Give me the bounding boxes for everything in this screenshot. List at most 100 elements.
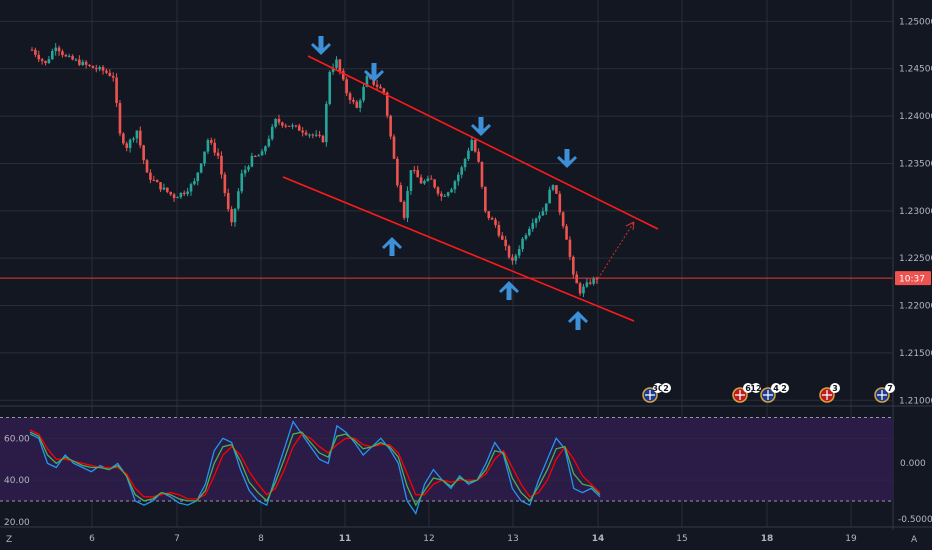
time-tick-label: 6 bbox=[89, 534, 95, 544]
candle-body bbox=[507, 246, 511, 258]
candle-body bbox=[237, 191, 240, 209]
candle-body bbox=[473, 139, 477, 152]
candle-body bbox=[169, 191, 173, 195]
price-tick-label: 1.23000 bbox=[899, 207, 932, 217]
main-panel bbox=[0, 0, 893, 405]
flag-cross-icon bbox=[735, 390, 745, 400]
arrow-down-shape bbox=[311, 36, 331, 55]
arrow-down-shape bbox=[557, 149, 577, 168]
candle-body bbox=[585, 282, 589, 287]
candle-body bbox=[402, 201, 406, 218]
candle-body bbox=[514, 255, 518, 261]
arrow-down-shape bbox=[364, 63, 384, 82]
candle-body bbox=[301, 130, 304, 133]
candle-body bbox=[375, 84, 379, 87]
candle-body bbox=[500, 235, 504, 240]
oscillator-grid bbox=[0, 437, 893, 481]
event-count-2: 12 bbox=[750, 384, 761, 393]
candle-body bbox=[101, 67, 105, 71]
candle-body bbox=[443, 195, 447, 197]
candle-body bbox=[426, 178, 430, 182]
candle-body bbox=[413, 170, 416, 172]
time-tick-label: 7 bbox=[174, 534, 180, 544]
candle-body bbox=[270, 126, 274, 139]
flag-cross-icon bbox=[822, 390, 832, 400]
event-count-badge bbox=[885, 383, 895, 393]
candle-body bbox=[145, 160, 149, 173]
candle-body bbox=[355, 101, 359, 108]
osc-right-label-zero: 0.000 bbox=[900, 459, 926, 469]
candle-body bbox=[260, 151, 264, 156]
event-icon-uk[interactable]: 30 2 bbox=[642, 383, 671, 403]
candle-body bbox=[379, 86, 382, 89]
candle-body bbox=[504, 239, 507, 247]
candle-body bbox=[531, 223, 535, 229]
osc-tick-label: 20.00 bbox=[4, 518, 30, 528]
arrow-up-shape bbox=[382, 237, 402, 256]
arrow-up-icon bbox=[382, 237, 402, 256]
candle-body bbox=[365, 76, 369, 87]
time-axis: 6 7 8 11 12 13 14 15 18 19 bbox=[89, 534, 857, 544]
candle-body bbox=[47, 59, 51, 64]
projection-arrow-head bbox=[625, 221, 635, 231]
arrow-up-icon bbox=[499, 281, 519, 300]
candle-body bbox=[179, 192, 183, 198]
event-icon-uk[interactable]: 7 bbox=[874, 383, 895, 403]
candle-body bbox=[155, 180, 159, 183]
candle-body bbox=[565, 226, 568, 240]
event-icon-us[interactable]: 6 12 bbox=[732, 383, 762, 403]
candle-body bbox=[152, 179, 156, 181]
time-tick-label: 19 bbox=[845, 534, 857, 544]
lower-channel-line[interactable] bbox=[282, 176, 635, 322]
upper-channel-line[interactable] bbox=[307, 55, 659, 230]
candle-body bbox=[267, 138, 271, 147]
candle-body bbox=[257, 155, 260, 157]
candle-body bbox=[382, 88, 386, 93]
annotation-arrows bbox=[311, 36, 588, 330]
candle-body bbox=[467, 150, 470, 159]
candle-body bbox=[281, 122, 284, 126]
candle-body bbox=[226, 192, 230, 210]
candle-body bbox=[142, 145, 145, 161]
time-tick-label: 18 bbox=[761, 534, 774, 544]
arrow-down-icon bbox=[557, 149, 577, 168]
event-count: 6 bbox=[745, 384, 751, 393]
candle-body bbox=[541, 211, 545, 216]
candle-body bbox=[189, 184, 193, 192]
event-icon-us[interactable]: 3 bbox=[819, 383, 840, 403]
candle-body bbox=[122, 133, 125, 144]
price-tick-label: 1.24000 bbox=[899, 112, 932, 122]
arrow-down-shape bbox=[471, 117, 491, 136]
candle-body bbox=[582, 286, 585, 294]
candle-body bbox=[575, 274, 579, 284]
candle-body bbox=[450, 189, 453, 193]
economic-events[interactable]: 30 2 6 12 4 2 3 7 bbox=[642, 383, 895, 403]
time-tick-label: 11 bbox=[339, 534, 352, 544]
candle-body bbox=[477, 151, 480, 162]
candle-body bbox=[456, 174, 460, 182]
candle-body bbox=[54, 47, 57, 52]
candle-body bbox=[84, 61, 88, 65]
event-count-badge bbox=[771, 383, 781, 393]
candle-body bbox=[470, 139, 474, 151]
candle-body bbox=[50, 51, 54, 60]
candle-body bbox=[517, 249, 521, 256]
candle-body bbox=[284, 125, 288, 127]
osc-tick-label: 60.00 bbox=[4, 434, 30, 444]
candle-series bbox=[30, 43, 599, 298]
candle-body bbox=[61, 51, 64, 56]
candle-body bbox=[118, 103, 122, 134]
candle-body bbox=[409, 170, 413, 191]
candle-body bbox=[182, 192, 186, 195]
footer-marker-right[interactable]: A bbox=[911, 535, 918, 545]
footer-marker-left[interactable]: Z bbox=[6, 535, 12, 545]
candle-body bbox=[521, 238, 524, 250]
candle-body bbox=[199, 163, 203, 173]
candle-body bbox=[91, 65, 95, 69]
candle-body bbox=[328, 71, 332, 104]
candle-body bbox=[335, 59, 338, 68]
candle-body bbox=[287, 125, 291, 127]
candle-body bbox=[348, 93, 352, 100]
